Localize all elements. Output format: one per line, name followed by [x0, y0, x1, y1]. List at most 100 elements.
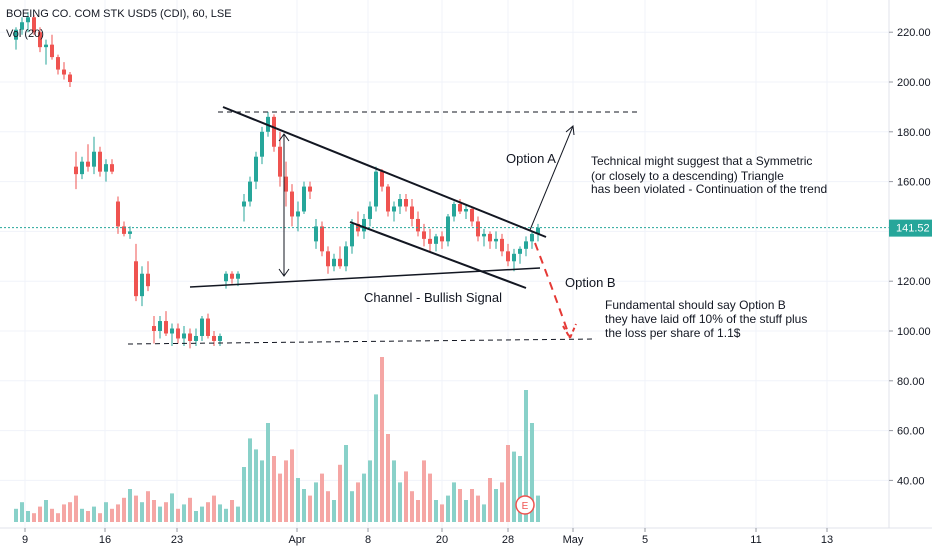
volume-bar — [530, 423, 534, 522]
candle-body — [446, 216, 450, 242]
time-tick-label: 20 — [436, 534, 448, 546]
candle-body — [224, 273, 228, 282]
volume-bar — [380, 357, 384, 522]
candle-body — [122, 226, 126, 234]
time-tick-label: 5 — [642, 534, 648, 546]
candle-body — [296, 211, 300, 217]
price-tick-label: 100.00 — [897, 326, 931, 338]
volume-bar — [272, 456, 276, 522]
volume-bar — [344, 445, 348, 522]
candle-body — [506, 251, 510, 262]
candle — [104, 159, 108, 182]
volume-bar — [440, 504, 444, 522]
price-tick-label: 40.00 — [897, 475, 925, 487]
earnings-marker-circle — [515, 495, 535, 515]
candle-body — [164, 321, 168, 334]
candle-body — [434, 236, 438, 244]
volume-bar — [218, 504, 222, 522]
candle — [56, 54, 60, 75]
candle — [374, 166, 378, 212]
earnings-marker[interactable]: E — [515, 495, 535, 515]
candle-body — [410, 206, 414, 219]
volume-bar — [308, 495, 312, 522]
candle — [290, 184, 294, 227]
candle-body — [146, 273, 150, 287]
candle-body — [236, 273, 240, 279]
candle-body — [140, 273, 144, 297]
candle — [416, 211, 420, 237]
bottom-dashed-line — [127, 338, 597, 345]
candle-body — [428, 238, 432, 244]
candle-body — [464, 208, 468, 212]
volume-bars — [14, 357, 540, 522]
volume-bar — [140, 502, 144, 522]
candle — [68, 72, 72, 87]
price-tick-label: 200.00 — [897, 77, 931, 89]
volume-bar — [428, 473, 432, 522]
candle-body — [320, 226, 324, 252]
volume-bar — [116, 504, 120, 522]
volume-bar — [194, 511, 198, 522]
candle-body — [134, 261, 138, 297]
candle-body — [56, 57, 60, 70]
candle-body — [206, 318, 210, 336]
volume-bar — [446, 495, 450, 522]
time-tick-label: 23 — [171, 534, 183, 546]
volume-bar — [134, 495, 138, 522]
volume-bar — [128, 489, 132, 522]
candle — [440, 231, 444, 249]
volume-bar — [524, 390, 528, 522]
volume-bar — [50, 508, 54, 522]
triangle-upper-line — [222, 106, 547, 238]
time-tick-label: 8 — [365, 534, 371, 546]
candle-body — [188, 333, 192, 341]
volume-bar — [152, 500, 156, 522]
time-tick-label: May — [563, 534, 584, 546]
candle-body — [242, 201, 246, 207]
candle — [488, 231, 492, 249]
volume-bar — [392, 460, 396, 522]
time-axis[interactable]: 9 16 23 Apr 8 20 28 May 5 11 13 — [22, 528, 833, 546]
candle — [146, 261, 150, 292]
candle-body — [458, 204, 462, 212]
candle-body — [416, 218, 420, 232]
candle-body — [338, 258, 342, 267]
time-tick-label: 9 — [22, 534, 28, 546]
channel-label: Channel - Bullish Signal — [364, 290, 502, 305]
triangle-lower-line — [189, 267, 541, 288]
volume-bar — [458, 489, 462, 522]
candle-body — [512, 253, 516, 262]
volume-bar — [302, 489, 306, 522]
volume-bar — [506, 445, 510, 522]
volume-bar — [536, 495, 540, 522]
candle — [272, 114, 276, 152]
volume-bar — [464, 500, 468, 522]
candle-body — [248, 181, 252, 202]
candle — [242, 194, 246, 222]
candle — [134, 243, 138, 302]
candle — [428, 228, 432, 252]
candle — [176, 323, 180, 344]
time-tick-label: 11 — [750, 534, 761, 546]
time-tick-label: 28 — [502, 534, 514, 546]
volume-bar — [284, 460, 288, 522]
volume-bar — [494, 489, 498, 522]
candle-body — [272, 116, 276, 147]
technical-note-line-2: (or closely to a descending) Triangle — [591, 169, 784, 183]
candle-body — [524, 241, 528, 249]
candle-body — [362, 218, 366, 232]
candle-body — [422, 231, 426, 239]
volume-bar — [212, 495, 216, 522]
volume-bar — [236, 506, 240, 522]
candle-body — [44, 44, 48, 48]
candle — [116, 196, 120, 234]
candle-body — [380, 171, 384, 187]
candle — [524, 236, 528, 257]
candle — [446, 213, 450, 247]
candle — [404, 194, 408, 212]
height-arrow-head-top — [278, 133, 290, 142]
price-axis[interactable]: 40.0060.0080.00100.00120.00140.00160.001… — [889, 27, 931, 487]
candle — [434, 233, 438, 252]
candle — [494, 231, 498, 249]
